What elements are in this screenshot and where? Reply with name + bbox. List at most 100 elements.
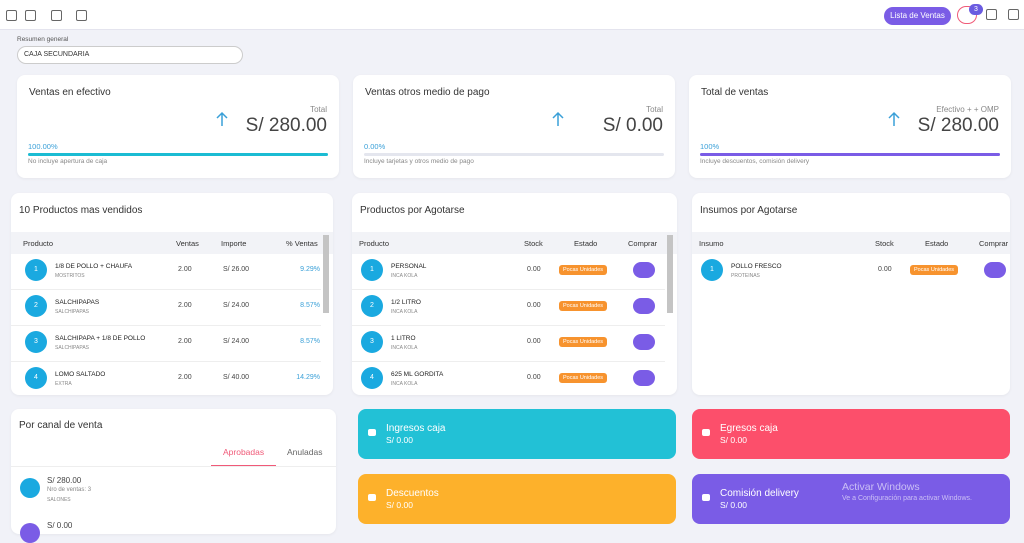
summary-card: Ventas otros medio de pago Total S/ 0.00 0.…	[353, 75, 675, 178]
nav-icon[interactable]	[6, 10, 17, 21]
card-note: No incluye apertura de caja	[28, 158, 108, 165]
item-name: 1 LITRO	[391, 335, 416, 342]
card-amount: S/ 280.00	[245, 115, 327, 136]
tile-title: Egresos caja	[720, 423, 778, 434]
card-amount: S/ 0.00	[602, 115, 663, 136]
channels-title: Por canal de venta	[19, 420, 103, 431]
tile-icon	[702, 429, 710, 436]
tab-underline	[211, 465, 276, 467]
tab-approved[interactable]: Aprobadas	[223, 447, 265, 457]
status-tag: Pocas Unidades	[910, 265, 959, 275]
tile-amount: S/ 0.00	[386, 435, 413, 445]
card-arrow	[551, 111, 565, 132]
card-label: Total	[310, 105, 327, 114]
table-title: Productos por Agotarse	[360, 205, 465, 216]
rank-badge: 1	[25, 259, 47, 281]
card-amount: S/ 280.00	[917, 115, 999, 136]
arrow-up	[216, 111, 228, 126]
nav-icon[interactable]	[51, 10, 62, 21]
status-tag: Pocas Unidades	[559, 265, 608, 275]
item-group: INCA KOLA	[391, 309, 418, 315]
item-name: SALCHIPAPAS	[55, 299, 100, 306]
summary-label: Resumen general	[17, 36, 69, 43]
channel-amount: S/ 280.00	[47, 476, 82, 485]
tile-icon	[368, 429, 376, 436]
row-divider	[11, 361, 321, 362]
watermark-title: Activar Windows	[842, 481, 920, 493]
card-title: Total de ventas	[701, 87, 769, 98]
buy-button[interactable]	[984, 262, 1006, 278]
item-group: INCA KOLA	[391, 273, 418, 279]
item-name: 625 ML GORDITA	[391, 371, 444, 378]
summary-card: Ventas en efectivo Total S/ 280.00 100.00% N…	[17, 75, 339, 178]
tile-title: Ingresos caja	[386, 423, 446, 434]
column-header: Ventas	[176, 239, 199, 248]
channel-amount: S/ 0.00	[47, 521, 73, 530]
buy-button[interactable]	[633, 298, 655, 314]
stock-cell: 0.00	[527, 302, 541, 309]
stat-tile: Comisión delivery S/ 0.00	[692, 474, 1010, 524]
bell-icon[interactable]	[986, 9, 997, 20]
item-group: SALCHIPAPAS	[55, 345, 89, 351]
item-name: 1/2 LITRO	[391, 299, 421, 306]
buy-button[interactable]	[633, 334, 655, 350]
item-name: PERSONAL	[391, 263, 427, 270]
table-card: Productos por Agotarse Producto Stock Estad…	[352, 193, 677, 395]
sales-cell: 2.00	[178, 374, 192, 381]
card-label: Total	[646, 105, 663, 114]
stat-tile: Descuentos S/ 0.00	[358, 474, 676, 524]
notification-icon[interactable]	[957, 6, 977, 24]
row-divider	[352, 289, 665, 290]
status-tag: Pocas Unidades	[559, 373, 608, 383]
row-divider	[11, 325, 321, 326]
column-header: Importe	[221, 239, 247, 248]
card-arrow	[215, 111, 229, 132]
card-note: Incluye descuentos, comisión delivery	[700, 158, 810, 165]
scrollbar[interactable]	[667, 235, 673, 313]
progress-track	[364, 153, 664, 156]
nav-icon[interactable]	[76, 10, 87, 21]
table-title: Insumos por Agotarse	[700, 205, 798, 216]
amount-cell: S/ 26.00	[223, 266, 250, 273]
list-sales-button[interactable]: Lista de Ventas	[884, 7, 951, 25]
item-group: SALCHIPAPAS	[55, 309, 89, 315]
table-title: 10 Productos mas vendidos	[19, 205, 143, 216]
channel-count: Nro de ventas: 3	[47, 487, 92, 493]
rank-badge: 4	[361, 367, 383, 389]
stock-cell: 0.00	[527, 338, 541, 345]
share-cell: 9.29%	[300, 266, 320, 273]
rank-badge: 3	[361, 331, 383, 353]
column-header: Comprar	[979, 239, 1009, 248]
share-cell: 8.57%	[300, 338, 320, 345]
scrollbar[interactable]	[323, 235, 329, 313]
amount-cell: S/ 24.00	[223, 302, 250, 309]
tile-icon	[368, 494, 376, 501]
progress-bar	[700, 153, 1000, 156]
item-name: 1/8 DE POLLO + CHAUFA	[55, 263, 133, 270]
cash-register-select[interactable]: CAJA SECUNDARIA	[17, 46, 243, 64]
table-header: Producto Stock Estado Comprar	[352, 232, 677, 254]
top-bar	[0, 0, 1024, 30]
tile-amount: S/ 0.00	[720, 500, 747, 510]
row-divider	[352, 325, 665, 326]
rank-badge: 2	[25, 295, 47, 317]
tile-amount: S/ 0.00	[720, 435, 747, 445]
card-title: Ventas en efectivo	[29, 87, 111, 98]
progress-track	[700, 153, 1000, 156]
nav-icon[interactable]	[25, 10, 36, 21]
column-header: Producto	[359, 239, 390, 248]
watermark-text: Ve a Configuración para activar Windows.	[842, 495, 972, 502]
column-header: Estado	[574, 239, 598, 248]
tab-cancelled[interactable]: Anuladas	[287, 447, 323, 457]
buy-button[interactable]	[633, 370, 655, 386]
arrow-up	[552, 111, 564, 126]
card-percent: 0.00%	[364, 142, 386, 151]
status-tag: Pocas Unidades	[559, 337, 608, 347]
rank-badge: 3	[25, 331, 47, 353]
column-header: Comprar	[628, 239, 658, 248]
logout-icon[interactable]	[1008, 9, 1019, 20]
share-cell: 8.57%	[300, 302, 320, 309]
card-percent: 100.00%	[28, 142, 58, 151]
arrow-up	[888, 111, 900, 126]
buy-button[interactable]	[633, 262, 655, 278]
